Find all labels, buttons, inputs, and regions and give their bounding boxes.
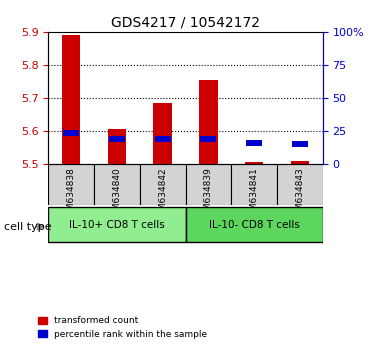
Text: GSM634843: GSM634843 [295, 167, 304, 222]
Bar [199, 80, 217, 164]
Text: GSM634841: GSM634841 [250, 167, 259, 222]
FancyBboxPatch shape [94, 164, 140, 205]
Title: GDS4217 / 10542172: GDS4217 / 10542172 [111, 15, 260, 29]
Text: GSM634838: GSM634838 [67, 167, 76, 222]
Text: GSM634839: GSM634839 [204, 167, 213, 222]
FancyBboxPatch shape [48, 164, 94, 205]
Bar [154, 103, 172, 164]
FancyBboxPatch shape [186, 207, 323, 242]
Bar [291, 161, 309, 164]
FancyBboxPatch shape [277, 164, 323, 205]
Legend: transformed count, percentile rank within the sample: transformed count, percentile rank withi… [34, 313, 211, 342]
Text: GSM634840: GSM634840 [112, 167, 121, 222]
Text: cell type: cell type [4, 222, 51, 232]
Bar [63, 130, 79, 136]
Bar [62, 35, 80, 164]
Text: IL-10+ CD8 T cells: IL-10+ CD8 T cells [69, 220, 165, 230]
Text: GSM634842: GSM634842 [158, 167, 167, 222]
FancyBboxPatch shape [231, 164, 277, 205]
FancyBboxPatch shape [186, 164, 231, 205]
Bar [246, 139, 262, 145]
Bar [155, 136, 171, 142]
Bar [109, 136, 125, 142]
FancyBboxPatch shape [140, 164, 186, 205]
Bar [200, 136, 216, 142]
Bar [292, 141, 308, 147]
FancyBboxPatch shape [48, 207, 186, 242]
Bar [108, 129, 126, 164]
Text: IL-10- CD8 T cells: IL-10- CD8 T cells [209, 220, 299, 230]
Bar [245, 162, 263, 164]
